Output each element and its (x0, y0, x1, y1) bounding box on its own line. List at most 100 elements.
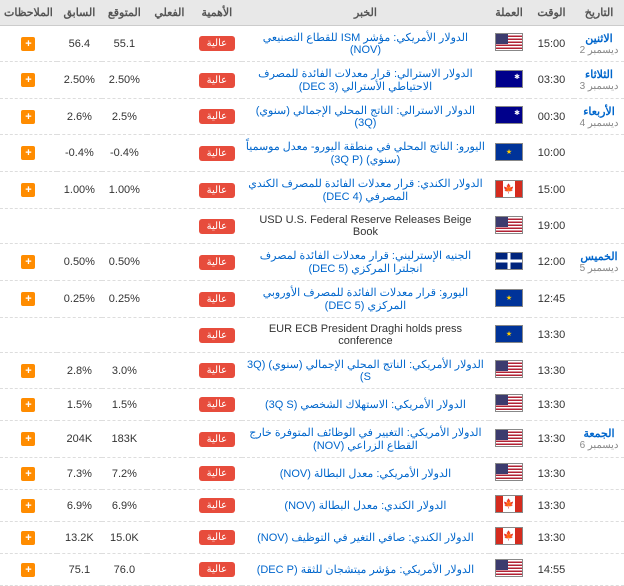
flag-ca-icon (495, 527, 523, 545)
expand-icon[interactable]: + (21, 255, 35, 269)
notes-cell: + (0, 99, 57, 135)
expand-icon[interactable]: + (21, 467, 35, 481)
forecast-cell: 55.1 (102, 26, 147, 62)
flag-us-icon (495, 429, 523, 447)
header-row: التاريخ الوقت العملة الخبر الأهمية الفعل… (0, 0, 624, 26)
expand-icon[interactable]: + (21, 183, 35, 197)
importance-badge: عالية (199, 363, 235, 378)
news-cell: الدولار الكندي: صافي التغير في التوظيف (… (242, 522, 489, 554)
news-link[interactable]: الدولار الأمريكي: مؤشر ميتشجان للثقة (DE… (257, 564, 474, 576)
header-previous: السابق (57, 0, 102, 26)
news-link[interactable]: الدولار الاسترالي: قرار معدلات الفائدة ل… (258, 68, 473, 93)
news-link[interactable]: الدولار الكندي: معدل البطالة (NOV) (284, 500, 446, 512)
actual-cell (147, 281, 192, 318)
expand-icon[interactable]: + (21, 292, 35, 306)
time-cell: 13:30 (529, 353, 574, 389)
calendar-row: 13:30الدولار الأمريكي: معدل البطالة (NOV… (0, 458, 624, 490)
news-link[interactable]: الدولار الكندي: صافي التغير في التوظيف (… (257, 532, 474, 544)
importance-badge: عالية (199, 562, 235, 577)
notes-cell (0, 318, 57, 353)
time-cell: 13:30 (529, 490, 574, 522)
news-link[interactable]: الدولار الأمريكي: الناتج المحلي الإجمالي… (247, 359, 484, 383)
importance-badge: عالية (199, 73, 235, 88)
currency-cell (489, 421, 529, 458)
forecast-cell: 6.9% (102, 490, 147, 522)
header-actual: الفعلي (147, 0, 192, 26)
news-link[interactable]: الدولار الأمريكي: مؤشر ISM للقطاع التصني… (263, 32, 468, 56)
forecast-cell: 3.0% (102, 353, 147, 389)
expand-icon[interactable]: + (21, 531, 35, 545)
expand-icon[interactable]: + (21, 398, 35, 412)
notes-cell: + (0, 26, 57, 62)
date-cell (574, 522, 624, 554)
expand-icon[interactable]: + (21, 146, 35, 160)
importance-badge: عالية (199, 432, 235, 447)
calendar-row: 14:55الدولار الأمريكي: مؤشر ميتشجان للثق… (0, 554, 624, 586)
calendar-row: 19:00USD U.S. Federal Reserve Releases B… (0, 209, 624, 244)
expand-icon[interactable]: + (21, 432, 35, 446)
actual-cell (147, 244, 192, 281)
calendar-row: 13:30الدولار الأمريكي: الاستهلاك الشخصي … (0, 389, 624, 421)
expand-icon[interactable]: + (21, 110, 35, 124)
importance-cell: عالية (192, 421, 242, 458)
header-notes: الملاحظات (0, 0, 57, 26)
calendar-row: 13:30 الدولار الكندي: معدل البطالة (NOV) ع… (0, 490, 624, 522)
notes-cell: + (0, 62, 57, 99)
calendar-row: الأربعاءديسمبر 400:30الدولار الاسترالي: … (0, 99, 624, 135)
date-cell (574, 490, 624, 522)
flag-eu-icon (495, 289, 523, 307)
importance-cell: عالية (192, 62, 242, 99)
news-link[interactable]: اليورو: الناتج المحلي في منطقة اليورو- م… (246, 141, 485, 166)
time-cell: 13:30 (529, 318, 574, 353)
currency-cell (489, 490, 529, 522)
date-cell (574, 209, 624, 244)
calendar-row: 15:00الدولار الكندي: قرار معدلات الفائدة… (0, 172, 624, 209)
importance-cell: عالية (192, 490, 242, 522)
importance-badge: عالية (199, 466, 235, 481)
news-link[interactable]: الدولار الأمريكي: معدل البطالة (NOV) (280, 468, 451, 480)
calendar-row: الخميسديسمبر 512:00الجنيه الإسترليني: قر… (0, 244, 624, 281)
importance-cell: عالية (192, 99, 242, 135)
flag-us-icon (495, 33, 523, 51)
day-sub: ديسمبر 6 (578, 440, 620, 451)
expand-icon[interactable]: + (21, 37, 35, 51)
news-link[interactable]: اليورو: قرار معدلات الفائدة للمصرف الأور… (263, 287, 468, 312)
notes-cell: + (0, 421, 57, 458)
notes-cell: + (0, 554, 57, 586)
actual-cell (147, 458, 192, 490)
news-link[interactable]: الدولار الكندي: قرار معدلات الفائدة للمص… (248, 178, 482, 203)
date-cell (574, 353, 624, 389)
importance-badge: عالية (199, 397, 235, 412)
header-importance: الأهمية (192, 0, 242, 26)
forecast-cell: 0.25% (102, 281, 147, 318)
expand-icon[interactable]: + (21, 563, 35, 577)
flag-gb-icon (495, 252, 523, 270)
news-cell: الدولار الكندي: معدل البطالة (NOV) (242, 490, 489, 522)
importance-badge: عالية (199, 498, 235, 513)
calendar-row: الاثنينديسمبر 215:00الدولار الأمريكي: مؤ… (0, 26, 624, 62)
importance-badge: عالية (199, 183, 235, 198)
flag-us-icon (495, 394, 523, 412)
day-sub: ديسمبر 4 (578, 118, 620, 129)
expand-icon[interactable]: + (21, 364, 35, 378)
previous-cell: 0.25% (57, 281, 102, 318)
importance-badge: عالية (199, 219, 235, 234)
news-link[interactable]: الدولار الأمريكي: التغيير في الوظائف الم… (249, 427, 481, 452)
expand-icon[interactable]: + (21, 73, 35, 87)
previous-cell: 1.5% (57, 389, 102, 421)
news-link[interactable]: الجنيه الإسترليني: قرار معدلات الفائدة ل… (260, 250, 471, 275)
currency-cell (489, 318, 529, 353)
importance-cell: عالية (192, 318, 242, 353)
flag-us-icon (495, 360, 523, 378)
time-cell: 19:00 (529, 209, 574, 244)
importance-badge: عالية (199, 36, 235, 51)
news-link[interactable]: الدولار الأمريكي: الاستهلاك الشخصي (3Q S… (265, 399, 466, 411)
expand-icon[interactable]: + (21, 499, 35, 513)
time-cell: 03:30 (529, 62, 574, 99)
currency-cell (489, 281, 529, 318)
forecast-cell: 1.00% (102, 172, 147, 209)
actual-cell (147, 421, 192, 458)
news-link[interactable]: الدولار الاسترالي: الناتج المحلي الإجمال… (256, 105, 475, 129)
forecast-cell (102, 318, 147, 353)
importance-badge: عالية (199, 109, 235, 124)
